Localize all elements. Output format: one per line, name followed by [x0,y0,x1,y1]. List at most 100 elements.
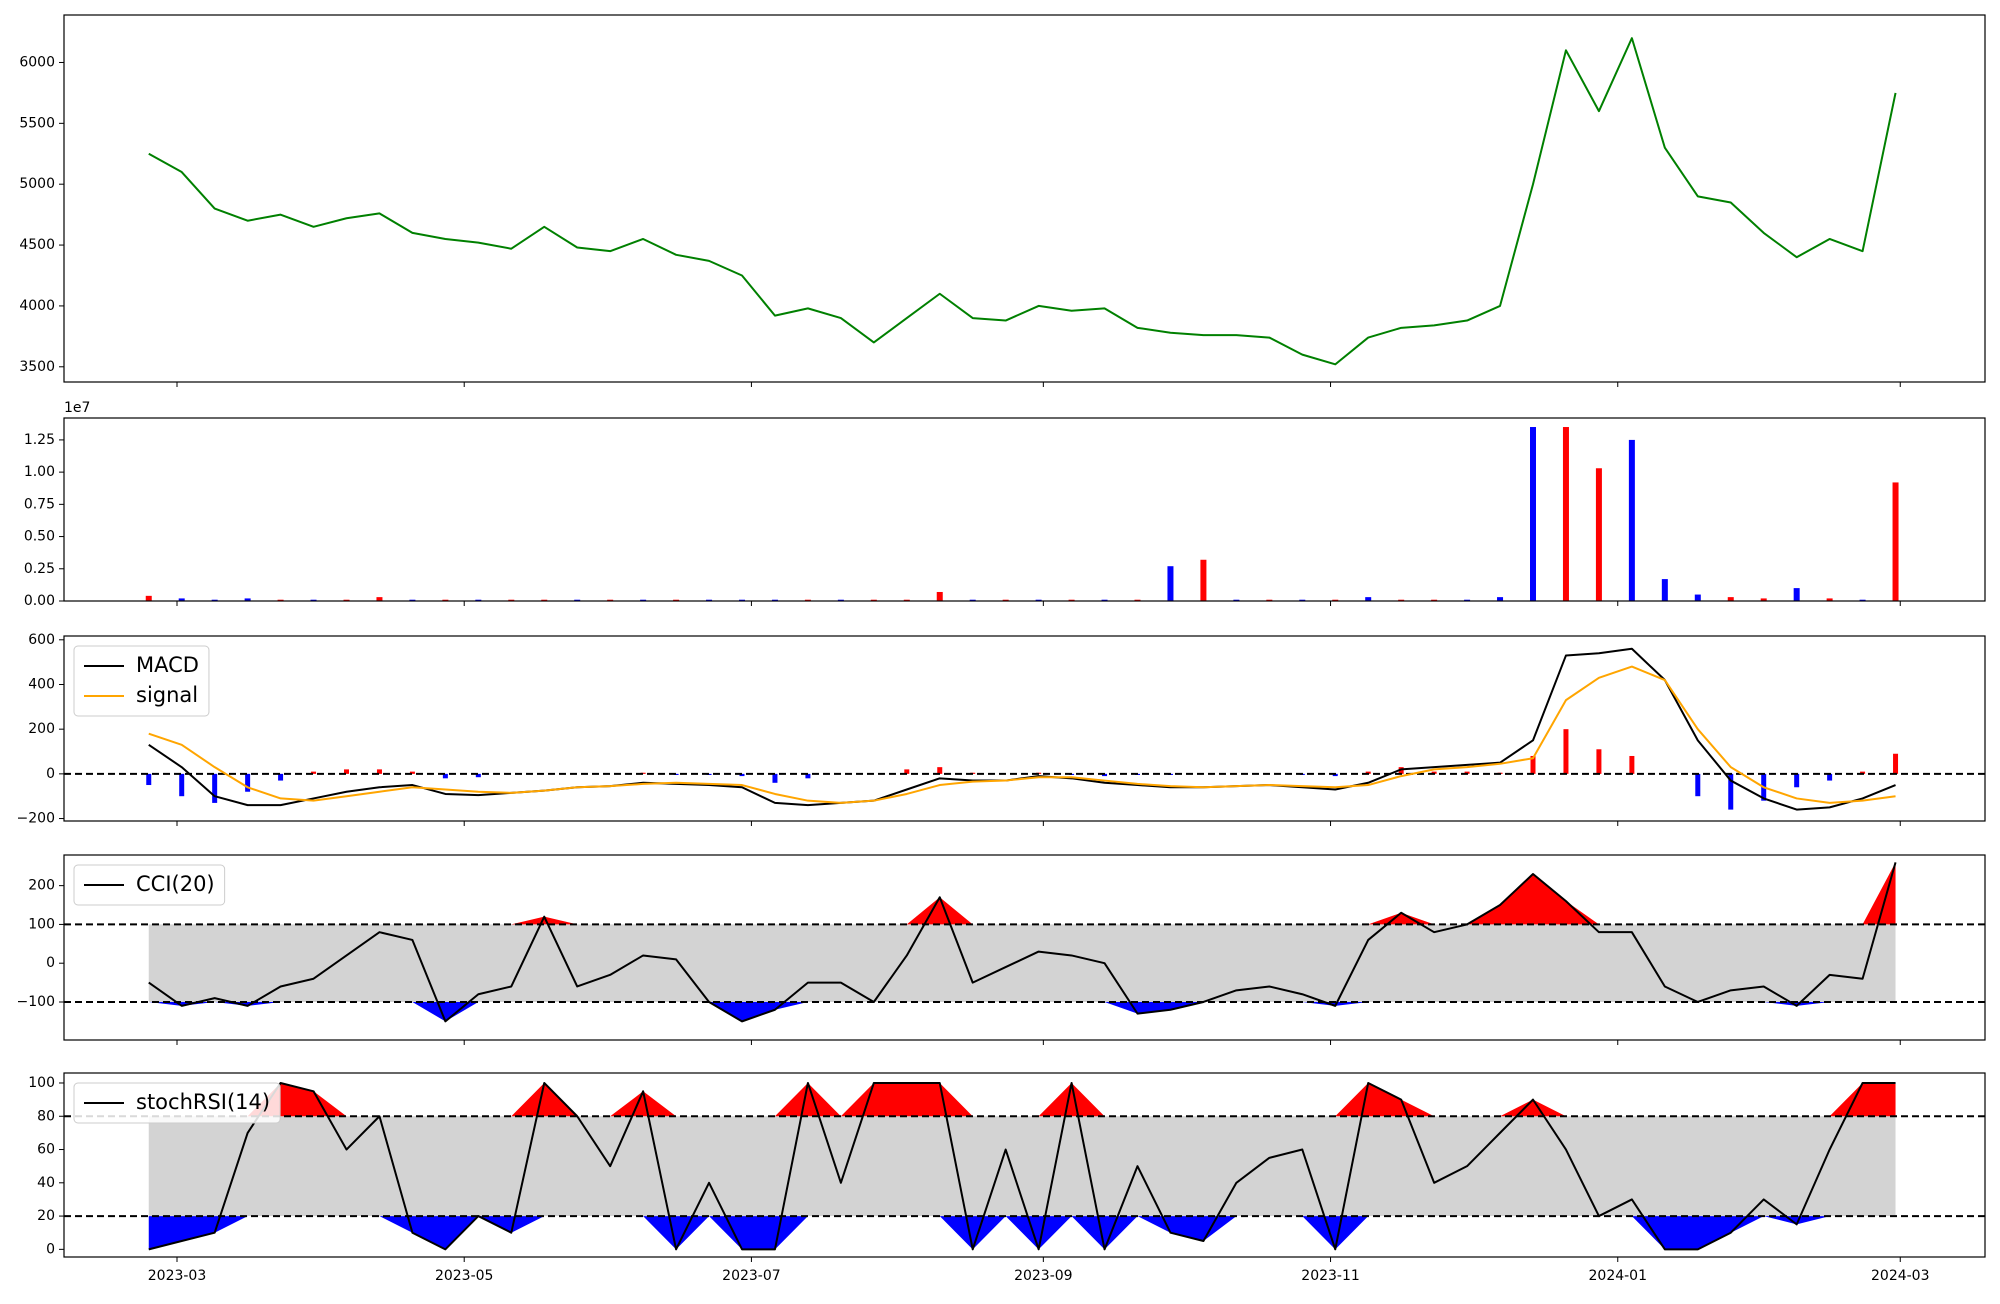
x-tick-label: 2023-05 [435,1268,494,1284]
x-tick-label: 2023-09 [1014,1268,1073,1284]
y-tick-label: 400 [28,676,55,692]
volume-bar [1595,468,1602,601]
panel: 0 20 40 60 80 100 2023-03 2023-05 2023-07 2023-09… [28,1072,1986,1284]
legend-label: signal [136,683,198,707]
volume-bar [1826,598,1833,601]
histogram-bar [1827,773,1833,781]
y-tick-label: 0.00 [24,593,55,609]
volume-bar [739,599,745,601]
y-tick-label: 5000 [19,176,55,192]
x-tick-label: 2024-01 [1589,1268,1648,1284]
y-tick-label: 60 [37,1142,55,1158]
histogram-bar [376,769,382,774]
plot-frame [63,854,1986,1041]
volume-bar [145,595,152,601]
y-tick-label: 600 [28,632,55,648]
volume-bar [442,599,449,601]
volume-bar [1628,439,1635,601]
panel: −100 0 100 200 CCI(20) [17,854,1986,1045]
line [148,665,1896,804]
volume-bar [574,599,581,601]
legend-label: MACD [136,653,199,677]
volume-bar [409,599,416,601]
y-tick-label: −100 [17,994,55,1010]
histogram-bar [640,772,646,774]
volume-bar [1233,599,1240,601]
histogram-bar [1629,755,1635,774]
panel: 3500 4000 4500 5000 5500 6000 [19,14,1986,387]
y-tick-label: 80 [37,1108,55,1124]
y-tick-label: 0 [46,955,55,971]
histogram-bar [1695,773,1701,797]
histogram-bar [1530,755,1536,774]
histogram-bar [805,773,811,779]
volume-bar [277,599,284,601]
x-tick-label: 2023-07 [722,1268,781,1284]
histogram-bar [475,773,481,778]
histogram-bar [278,773,284,781]
volume-bar [1892,482,1899,601]
histogram-bar [739,773,745,777]
line [148,37,1897,366]
legend: stochRSI(14) [73,1082,281,1124]
volume-bar [903,599,910,601]
x-tick-label: 2023-11 [1301,1268,1360,1284]
y-tick-label: 100 [28,1075,55,1091]
histogram-bar [442,773,448,779]
histogram-bar [1365,771,1371,774]
volume-bar [343,599,350,601]
histogram-bar [673,773,679,775]
volume-bar [607,599,614,601]
volume-bar [706,599,713,601]
histogram-bar [1794,773,1800,788]
y-tick-label: 20 [37,1208,55,1224]
y-tick-label: 6000 [19,54,55,70]
legend: CCI(20) [73,864,226,906]
y-tick-label: 0.75 [24,496,55,512]
line [148,1081,1896,1251]
volume-bar [1398,599,1405,601]
volume-bar [1530,427,1536,601]
y-tick-label: 40 [37,1175,55,1191]
histogram-bar [937,767,943,774]
overbought-fill [148,1082,1896,1117]
legend-label: CCI(20) [136,872,215,896]
volume-bar [1299,599,1306,601]
volume-bar [837,599,844,601]
volume-bar [376,597,383,601]
volume-bar [1035,599,1042,601]
legend-box [73,864,226,906]
legend-box [73,645,210,717]
y-tick-label: 4000 [19,298,55,314]
volume-bar [541,599,548,601]
overbought-fill [148,862,1896,925]
y-tick-label: 3500 [19,359,55,375]
volume-bar [969,599,976,601]
x-tick-label: 2024-03 [1871,1268,1930,1284]
volume-bar [1266,599,1273,601]
histogram-bar [311,771,317,774]
histogram-bar [1102,773,1108,777]
histogram-bar [1398,767,1404,774]
y-tick-label: 200 [28,878,55,894]
volume-bar [1101,599,1108,601]
histogram-bar [179,773,185,797]
histogram-bar [1596,749,1602,774]
volume-bar [1859,599,1866,601]
histogram-bar [212,773,218,803]
panel: −200 0 200 400 600 MACD signal [17,632,1986,827]
y-tick-label: 5500 [19,115,55,131]
y-tick-label: 0.50 [24,529,55,545]
plot-frame [63,635,1986,822]
legend: MACD signal [73,645,210,717]
volume-bar [1431,599,1438,601]
line [148,647,1896,811]
volume-bar [475,599,482,601]
y-tick-label: 1.25 [24,432,55,448]
volume-bar [244,598,251,601]
offset-label: 1e7 [64,400,90,416]
neutral-band [148,924,1896,1002]
volume-bar [936,591,943,601]
volume-bar [1365,597,1372,601]
